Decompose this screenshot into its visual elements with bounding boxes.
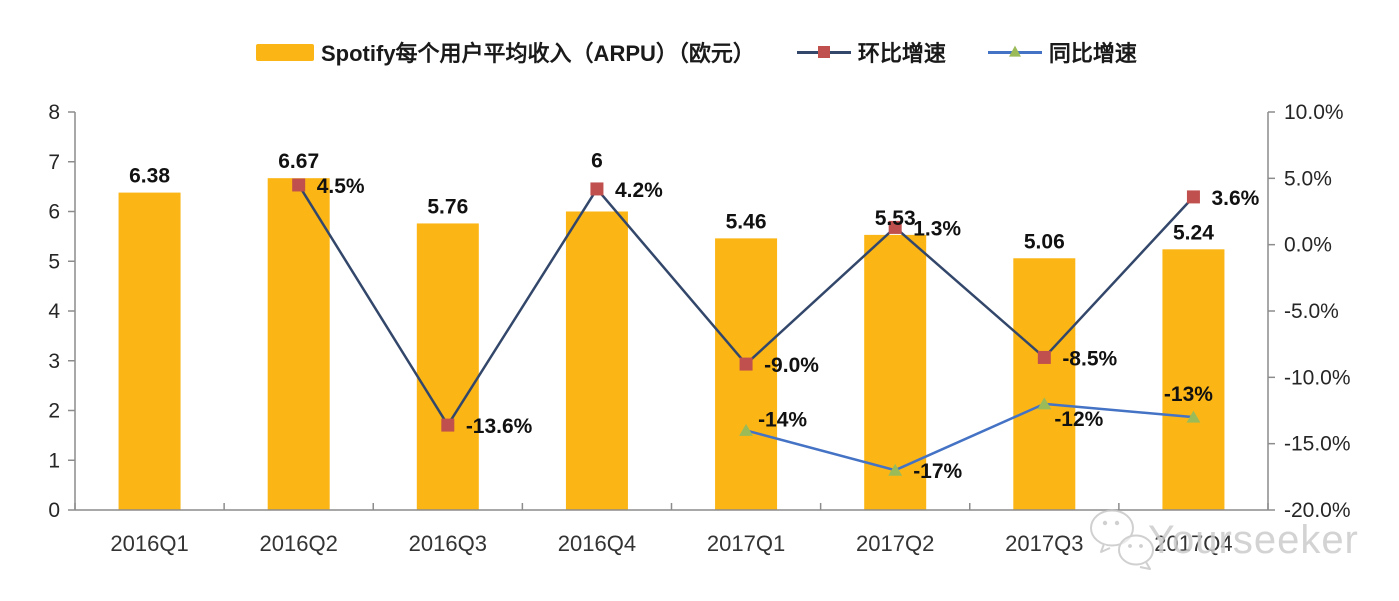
qoq-marker-2017Q2 <box>888 220 902 234</box>
left-axis-tick-label: 0 <box>48 499 60 522</box>
left-axis-tick-label: 6 <box>48 201 60 224</box>
right-axis-tick-label: -10.0% <box>1284 366 1351 389</box>
legend-label-yoy: 同比增速 <box>1048 41 1137 66</box>
bar-label-2016Q2: 6.67 <box>278 150 319 173</box>
qoq-label-2017Q1: -9.0% <box>764 354 819 377</box>
left-axis-tick-label: 1 <box>48 449 60 472</box>
yoy-marker-2017Q3 <box>1037 397 1052 410</box>
yoy-label-2017Q4: -13% <box>1164 383 1213 406</box>
right-axis-tick-label: 5.0% <box>1284 167 1332 190</box>
legend-item-arpu: Spotify每个用户平均收入（ARPU）（欧元） <box>256 36 755 68</box>
qoq-label-2017Q3: -8.5% <box>1062 347 1117 370</box>
legend-item-yoy: 同比增速 <box>987 36 1137 68</box>
x-axis-label-2016Q3: 2016Q3 <box>409 531 487 556</box>
qoq-label-2016Q4: 4.2% <box>615 179 663 202</box>
bar-label-2017Q3: 5.06 <box>1024 230 1065 253</box>
yoy-marker-2017Q1 <box>739 423 754 436</box>
bar-swatch-icon <box>256 43 314 61</box>
left-axis-tick-label: 5 <box>48 250 60 273</box>
bar-2016Q2 <box>267 178 330 511</box>
right-axis-tick-label: 0.0% <box>1284 234 1332 257</box>
bar-label-2017Q2: 5.53 <box>875 207 916 230</box>
qoq-marker-2016Q2 <box>292 178 306 192</box>
left-axis-tick-label: 3 <box>48 350 60 373</box>
legend-label-arpu: Spotify每个用户平均收入（ARPU）（欧元） <box>321 41 755 66</box>
watermark-text: Yourseeker <box>1148 517 1359 562</box>
bar-2016Q3 <box>416 223 479 510</box>
qoq-marker-2016Q4 <box>590 182 604 196</box>
bar-label-2017Q1: 5.46 <box>726 210 767 233</box>
legend-item-qoq: 环比增速 <box>796 36 946 68</box>
yoy-label-2017Q2: -17% <box>913 460 962 483</box>
x-axis-label-2016Q4: 2016Q4 <box>558 531 636 556</box>
right-axis-tick-label: -5.0% <box>1284 300 1339 323</box>
qoq-label-2016Q3: -13.6% <box>466 415 533 438</box>
bar-2017Q1 <box>715 238 778 511</box>
bar-label-2016Q3: 5.76 <box>427 195 468 218</box>
line-triangle-swatch-icon <box>987 45 1042 57</box>
right-axis-tick-label: 10.0% <box>1284 101 1344 124</box>
chart-legend: Spotify每个用户平均收入（ARPU）（欧元） 环比增速 同比增速 <box>256 36 1137 68</box>
right-axis-tick-label: -20.0% <box>1284 499 1351 522</box>
left-axis-tick-label: 7 <box>48 151 60 174</box>
yoy-marker-2017Q4 <box>1186 410 1201 423</box>
bar-2017Q3 <box>1013 258 1076 510</box>
qoq-marker-2017Q4 <box>1186 190 1200 204</box>
x-axis-label-2017Q4: 2017Q4 <box>1154 531 1232 556</box>
bar-2016Q4 <box>565 211 628 510</box>
qoq-label-2017Q2: 1.3% <box>913 217 961 240</box>
bar-label-2017Q4: 5.24 <box>1173 221 1214 244</box>
watermark: Yourseeker <box>1086 506 1359 574</box>
bar-label-2016Q1: 6.38 <box>129 165 170 188</box>
left-axis-tick-label: 8 <box>48 101 60 124</box>
bar-label-2016Q4: 6 <box>591 150 603 173</box>
qoq-marker-2017Q3 <box>1037 350 1051 364</box>
yoy-label-2017Q1: -14% <box>758 408 807 431</box>
legend-label-qoq: 环比增速 <box>857 41 946 66</box>
x-axis-label-2017Q2: 2017Q2 <box>856 531 934 556</box>
x-axis-label-2017Q1: 2017Q1 <box>707 531 785 556</box>
bar-2017Q4 <box>1162 249 1225 510</box>
right-axis-tick-label: -15.0% <box>1284 433 1351 456</box>
qoq-label-2017Q4: 3.6% <box>1211 187 1259 210</box>
qoq-marker-2016Q3 <box>441 418 455 432</box>
qoq-marker-2017Q1 <box>739 357 753 371</box>
left-axis-tick-label: 4 <box>48 300 60 323</box>
x-axis-label-2017Q3: 2017Q3 <box>1005 531 1083 556</box>
x-axis-label-2016Q1: 2016Q1 <box>110 531 188 556</box>
left-axis-tick-label: 2 <box>48 400 60 423</box>
yoy-marker-2017Q2 <box>888 463 903 476</box>
yoy-label-2017Q3: -12% <box>1054 408 1103 431</box>
x-axis-label-2016Q2: 2016Q2 <box>260 531 338 556</box>
bar-2016Q1 <box>118 192 181 510</box>
line-square-swatch-icon <box>796 46 851 58</box>
wechat-icon <box>1090 509 1154 570</box>
yoy-line <box>745 402 1194 472</box>
qoq-label-2016Q2: 4.5% <box>317 175 365 198</box>
